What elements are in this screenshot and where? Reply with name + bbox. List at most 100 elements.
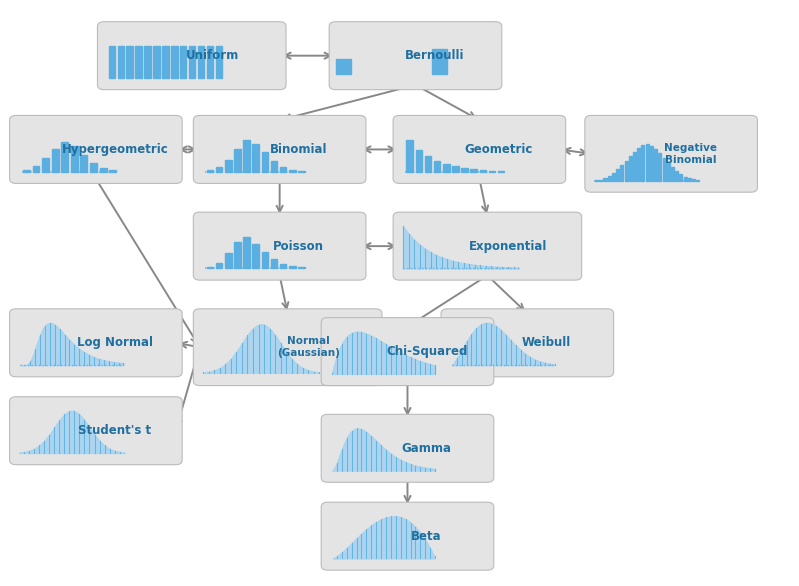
Bar bbox=[336, 59, 351, 74]
Text: Bernoulli: Bernoulli bbox=[405, 49, 464, 62]
FancyBboxPatch shape bbox=[585, 115, 757, 192]
Bar bbox=[620, 165, 623, 180]
Bar bbox=[117, 46, 124, 78]
Bar bbox=[234, 242, 240, 268]
Text: Geometric: Geometric bbox=[464, 143, 533, 156]
Bar bbox=[443, 164, 450, 172]
Text: Normal
(Gaussian): Normal (Gaussian) bbox=[277, 336, 340, 359]
Bar bbox=[298, 267, 304, 268]
Bar bbox=[461, 168, 468, 172]
Text: Beta: Beta bbox=[411, 530, 442, 543]
Bar bbox=[684, 177, 686, 180]
Bar bbox=[616, 169, 619, 180]
Bar bbox=[234, 149, 240, 172]
Text: Uniform: Uniform bbox=[186, 49, 240, 62]
Bar bbox=[415, 149, 422, 172]
Bar bbox=[252, 244, 259, 268]
Text: Weibull: Weibull bbox=[522, 336, 571, 349]
Text: Exponential: Exponential bbox=[469, 240, 547, 253]
Bar bbox=[675, 171, 678, 180]
Bar bbox=[633, 152, 636, 180]
Text: Poisson: Poisson bbox=[273, 240, 324, 253]
Text: Hypergeometric: Hypergeometric bbox=[62, 143, 169, 156]
Bar bbox=[90, 163, 97, 172]
FancyBboxPatch shape bbox=[329, 22, 502, 90]
Bar bbox=[33, 166, 39, 172]
Bar bbox=[189, 46, 196, 78]
Bar bbox=[180, 46, 186, 78]
Bar bbox=[126, 46, 133, 78]
Bar bbox=[145, 46, 151, 78]
Bar bbox=[271, 161, 277, 172]
Bar bbox=[225, 253, 232, 268]
Bar bbox=[432, 49, 447, 74]
Bar bbox=[216, 46, 222, 78]
FancyBboxPatch shape bbox=[321, 502, 494, 570]
FancyBboxPatch shape bbox=[393, 212, 582, 280]
Bar bbox=[198, 46, 205, 78]
Bar bbox=[489, 171, 495, 172]
FancyBboxPatch shape bbox=[10, 115, 182, 183]
Bar bbox=[109, 170, 116, 172]
Text: Negative
Binomial: Negative Binomial bbox=[664, 142, 717, 165]
Bar bbox=[271, 259, 277, 268]
Bar bbox=[646, 144, 649, 180]
Bar bbox=[650, 146, 653, 180]
Bar bbox=[679, 174, 682, 180]
Bar bbox=[42, 158, 49, 172]
Text: Student's t: Student's t bbox=[78, 424, 152, 437]
Bar bbox=[289, 266, 296, 268]
Bar bbox=[407, 140, 413, 172]
Bar bbox=[612, 173, 615, 180]
FancyBboxPatch shape bbox=[393, 115, 566, 183]
Bar bbox=[280, 166, 286, 172]
Bar bbox=[425, 156, 431, 172]
Bar bbox=[666, 162, 670, 180]
Bar bbox=[225, 159, 232, 172]
Bar bbox=[471, 169, 477, 172]
Bar bbox=[479, 170, 486, 172]
Bar bbox=[498, 171, 504, 172]
Text: Gamma: Gamma bbox=[402, 442, 451, 455]
Bar bbox=[658, 153, 662, 180]
Bar bbox=[23, 170, 30, 172]
Bar bbox=[261, 252, 268, 268]
Bar bbox=[252, 144, 259, 172]
Bar bbox=[109, 46, 115, 78]
Bar bbox=[280, 264, 286, 268]
Bar bbox=[452, 166, 459, 172]
Bar bbox=[243, 140, 250, 172]
Bar bbox=[71, 146, 78, 172]
Bar bbox=[100, 168, 106, 172]
FancyBboxPatch shape bbox=[193, 115, 366, 183]
Bar bbox=[52, 149, 58, 172]
Bar bbox=[81, 155, 87, 172]
Bar bbox=[261, 152, 268, 172]
Bar bbox=[608, 176, 610, 180]
Text: Binomial: Binomial bbox=[270, 143, 328, 156]
Bar bbox=[243, 237, 250, 268]
Bar bbox=[289, 170, 296, 172]
FancyBboxPatch shape bbox=[10, 309, 182, 377]
Bar bbox=[216, 167, 222, 172]
Bar bbox=[298, 171, 304, 172]
Bar bbox=[207, 170, 213, 172]
Bar bbox=[603, 178, 606, 180]
FancyBboxPatch shape bbox=[10, 397, 182, 465]
Bar bbox=[135, 46, 142, 78]
Bar bbox=[692, 179, 695, 180]
Bar bbox=[153, 46, 160, 78]
FancyBboxPatch shape bbox=[193, 212, 366, 280]
Bar bbox=[688, 178, 691, 180]
Bar bbox=[162, 46, 169, 78]
Bar bbox=[638, 148, 640, 180]
FancyBboxPatch shape bbox=[193, 309, 382, 386]
FancyBboxPatch shape bbox=[441, 309, 614, 377]
Text: Chi-Squared: Chi-Squared bbox=[386, 345, 467, 358]
Bar bbox=[629, 156, 632, 180]
FancyBboxPatch shape bbox=[321, 318, 494, 386]
Bar bbox=[625, 161, 628, 180]
Bar bbox=[434, 161, 440, 172]
Bar bbox=[171, 46, 177, 78]
Bar bbox=[671, 167, 674, 180]
